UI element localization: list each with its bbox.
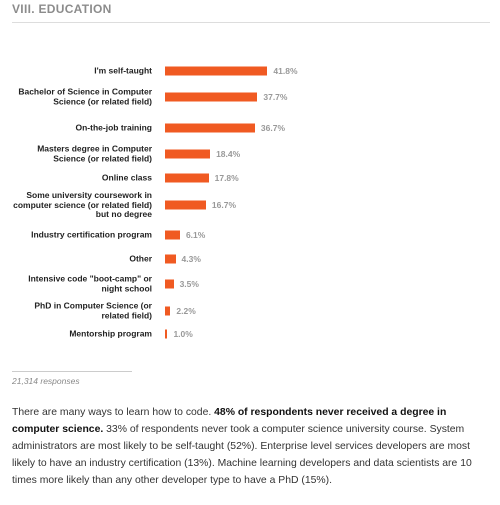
title-rule bbox=[12, 22, 490, 23]
bar bbox=[165, 279, 174, 289]
value-label: 36.7% bbox=[260, 123, 286, 133]
bar bbox=[165, 230, 180, 240]
separator bbox=[12, 371, 132, 372]
value-label: 18.4% bbox=[216, 149, 241, 159]
value-label: 3.5% bbox=[179, 279, 199, 289]
bar bbox=[165, 123, 255, 133]
category-label: Some university coursework in computer s… bbox=[13, 189, 152, 219]
category-label: Other bbox=[129, 253, 152, 264]
value-label: 2.2% bbox=[176, 306, 196, 316]
value-label: 16.7% bbox=[211, 200, 237, 210]
bar bbox=[165, 149, 211, 159]
value-label: 6.1% bbox=[185, 230, 206, 240]
note-text: There are many ways to learn how to code… bbox=[12, 407, 215, 418]
note-text: 48% of respondents never received a degr… bbox=[12, 407, 447, 435]
bar bbox=[165, 66, 268, 76]
note: There are many ways to learn how to code… bbox=[12, 404, 490, 489]
category-label: On-the-job training bbox=[75, 122, 153, 133]
bar bbox=[165, 92, 258, 102]
responses: 21,314 responses bbox=[12, 376, 80, 386]
bar bbox=[165, 173, 209, 183]
note-text: 33% of respondents never took a computer… bbox=[12, 424, 472, 486]
category-label: Intensive code "boot-camp" or night scho… bbox=[28, 273, 152, 293]
bar bbox=[165, 254, 176, 264]
value-label: 17.8% bbox=[214, 173, 239, 183]
category-label: Mentorship program bbox=[69, 328, 152, 339]
bar bbox=[165, 200, 206, 210]
value-label: 41.8% bbox=[273, 66, 298, 76]
category-label: Online class bbox=[101, 172, 152, 183]
category-label: PhD in Computer Science (or related fiel… bbox=[34, 300, 152, 320]
category-label: I'm self-taught bbox=[94, 65, 152, 76]
category-label: Masters degree in Computer Science (or r… bbox=[37, 143, 152, 163]
value-label: 37.7% bbox=[263, 92, 288, 102]
bar bbox=[165, 329, 168, 339]
value-label: 4.3% bbox=[181, 254, 201, 264]
chart-title: VIII. EDUCATION bbox=[12, 2, 112, 16]
category-label: Industry certification program bbox=[31, 229, 152, 240]
value-label: 1.0% bbox=[173, 329, 193, 339]
bar bbox=[165, 306, 171, 316]
category-label: Bachelor of Science in Computer Science … bbox=[18, 86, 152, 106]
